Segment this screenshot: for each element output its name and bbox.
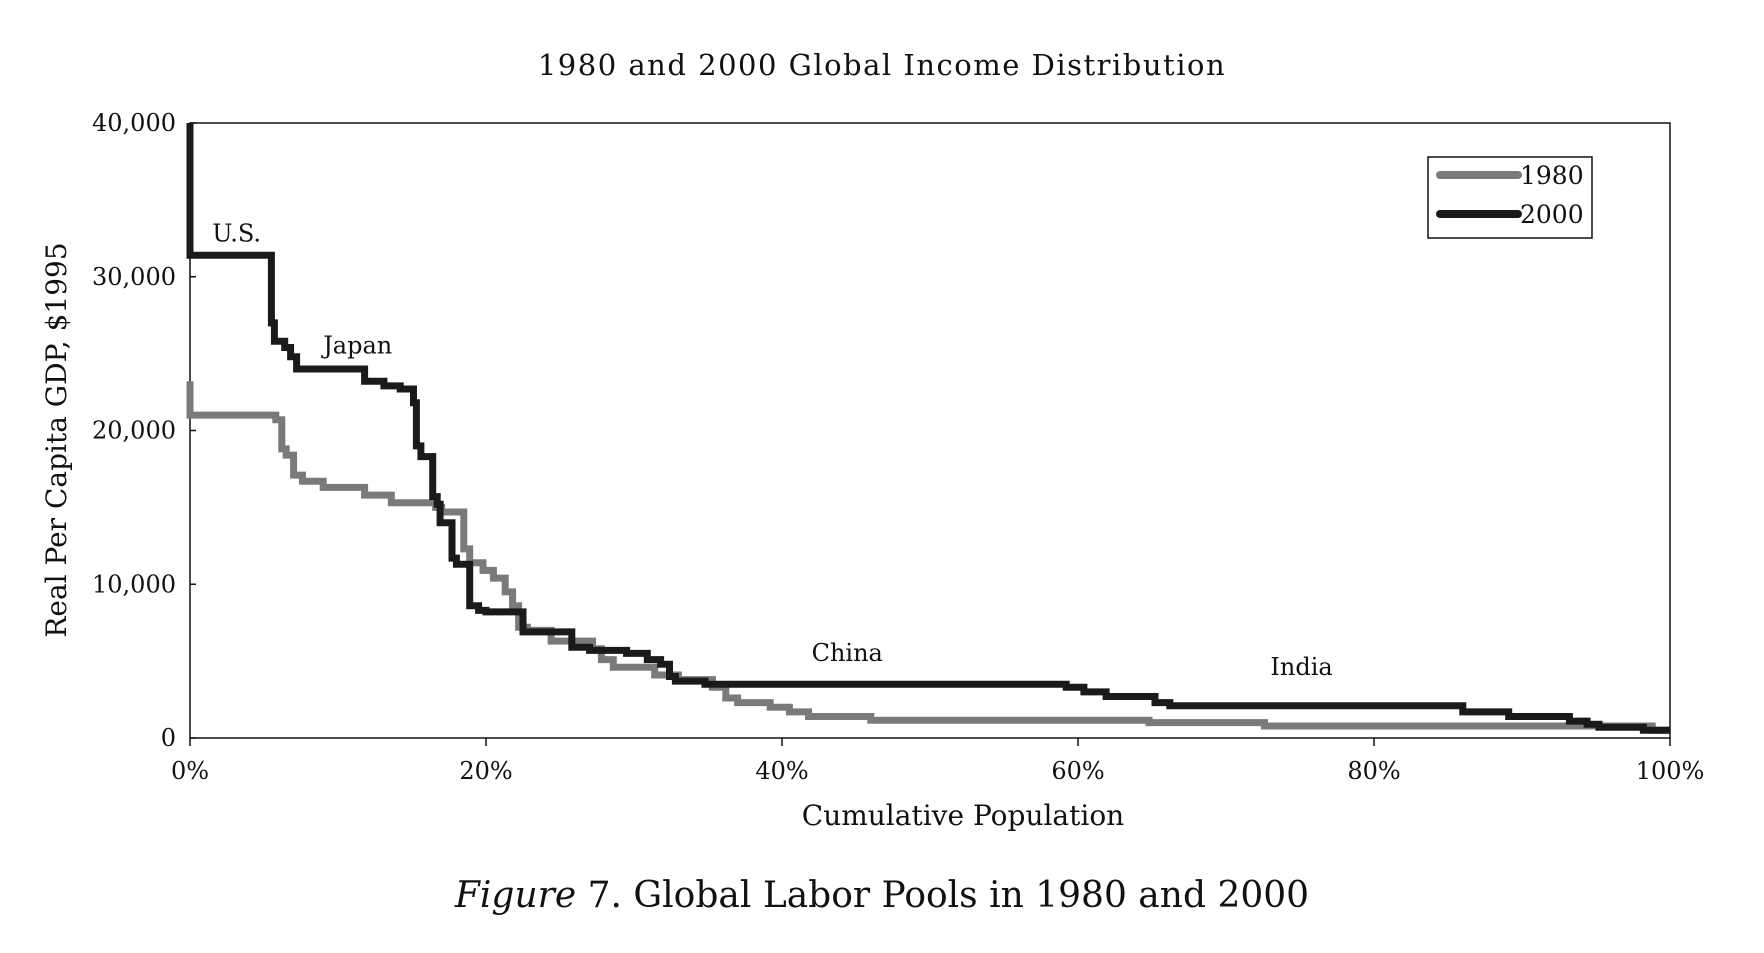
y-tick-label: 40,000 bbox=[92, 109, 176, 137]
y-axis-ticks: 0 10,000 20,000 30,000 40,000 bbox=[92, 109, 196, 752]
legend-box bbox=[1427, 156, 1593, 239]
annotation-us: U.S. bbox=[212, 219, 261, 247]
legend-label-2000: 2000 bbox=[1520, 200, 1584, 229]
x-tick-label: 40% bbox=[755, 757, 808, 785]
y-tick-label: 10,000 bbox=[92, 570, 176, 598]
x-tick-label: 60% bbox=[1051, 757, 1104, 785]
legend: 1980 2000 bbox=[1427, 156, 1593, 239]
chart-title: 1980 and 2000 Global Income Distribution bbox=[538, 48, 1226, 82]
y-axis-label: Real Per Capita GDP, $1995 bbox=[40, 242, 73, 637]
series-line-2000 bbox=[186, 123, 1670, 734]
x-axis-ticks: 0% 20% 40% 60% 80% 100% bbox=[171, 738, 1704, 785]
legend-label-1980: 1980 bbox=[1520, 161, 1584, 190]
annotation-japan: Japan bbox=[320, 332, 392, 360]
figure-caption: Figure 7. Global Labor Pools in 1980 and… bbox=[454, 875, 1309, 916]
figure-caption-rest: 7. Global Labor Pools in 1980 and 2000 bbox=[576, 875, 1309, 916]
y-tick-label: 30,000 bbox=[92, 263, 176, 291]
y-tick-label: 0 bbox=[161, 724, 176, 752]
annotation-layer: U.S. Japan China India bbox=[212, 219, 1332, 681]
annotation-china: China bbox=[812, 639, 883, 667]
x-axis-label: Cumulative Population bbox=[802, 799, 1124, 832]
series-line-1980 bbox=[186, 381, 1670, 734]
x-tick-label: 20% bbox=[459, 757, 512, 785]
annotation-india: India bbox=[1270, 653, 1332, 681]
figure-caption-italic: Figure bbox=[454, 875, 576, 916]
x-tick-label: 80% bbox=[1347, 757, 1400, 785]
y-tick-label: 20,000 bbox=[92, 417, 176, 445]
series-layer bbox=[186, 123, 1670, 734]
x-tick-label: 100% bbox=[1636, 757, 1705, 785]
x-tick-label: 0% bbox=[171, 757, 209, 785]
